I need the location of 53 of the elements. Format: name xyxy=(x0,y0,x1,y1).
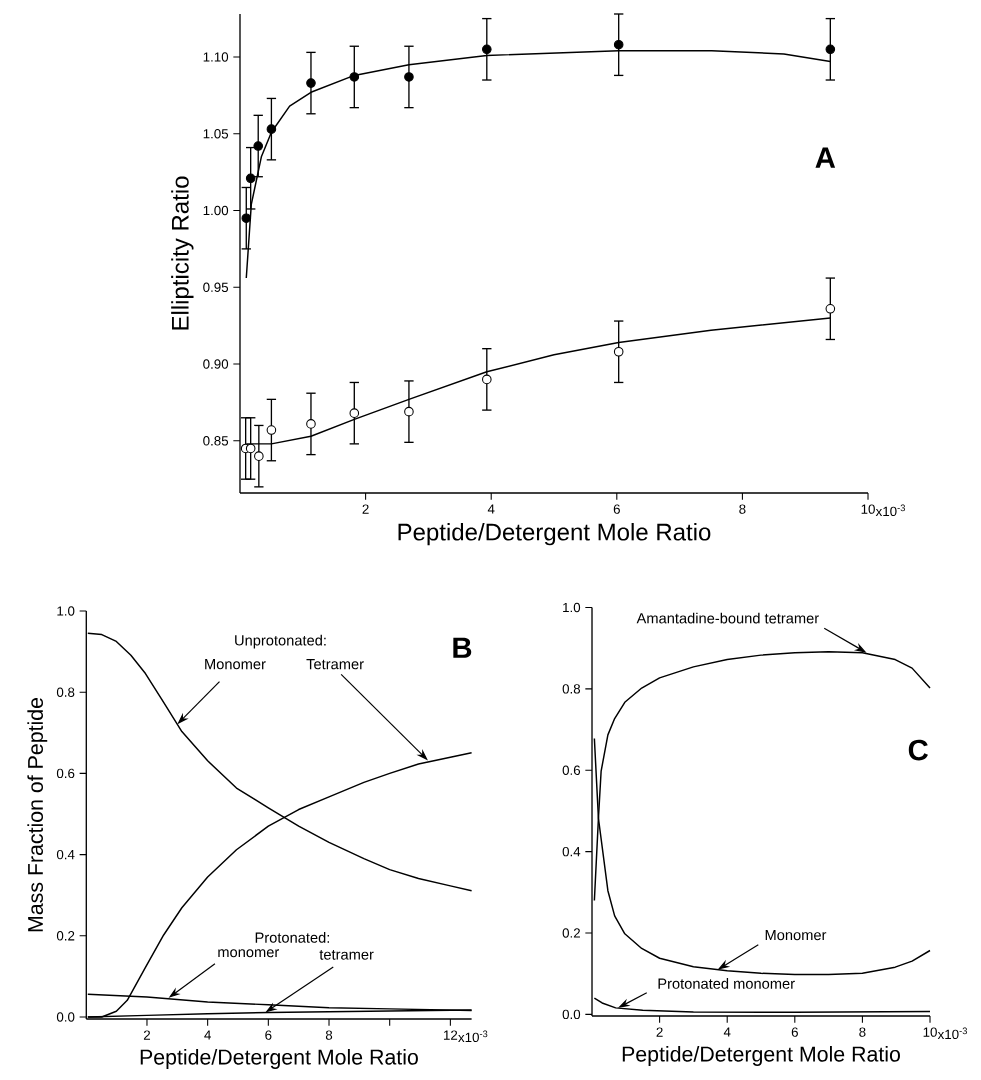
x-tick-label: 2 xyxy=(656,1027,663,1037)
x-tick-label: 4 xyxy=(487,504,495,514)
x-axis-title: Peptide/Detergent Mole Ratio xyxy=(622,1045,900,1066)
text: x10$^{-3}$ xyxy=(458,1030,488,1043)
text: x10$^{-3}$ xyxy=(875,504,905,517)
y-tick-label: 0.90 xyxy=(203,359,229,369)
x-tick-label: 6 xyxy=(791,1027,798,1037)
x-tick-label: 10 xyxy=(923,1027,937,1037)
text: x10$^{-3}$ xyxy=(937,1027,967,1040)
y-tick-label: 0.0 xyxy=(562,1009,581,1020)
x-tick-label: 12 xyxy=(443,1030,458,1040)
y-axis-title: Ellipticity Ratio xyxy=(171,176,194,330)
y-tick-label: 0.2 xyxy=(562,928,580,938)
x-axis-title: Peptide/Detergent Mole Ratio xyxy=(140,1048,418,1069)
x-tick-label: 4 xyxy=(723,1027,731,1037)
y-tick-label: 0.6 xyxy=(56,768,75,779)
x-tick-label: 2 xyxy=(362,504,369,514)
annotation: Amantadine-bound tetramer xyxy=(636,612,819,624)
y-tick-label: 0.8 xyxy=(562,684,581,694)
y-tick-label: 0.95 xyxy=(203,282,229,292)
annotation: tetramer xyxy=(319,950,374,960)
annotation: Tetramer xyxy=(306,659,364,670)
y-tick-label: 1.0 xyxy=(57,606,75,616)
annotation: C xyxy=(908,739,928,761)
annotation: monomer xyxy=(218,949,280,958)
annotation: Unprotonated: xyxy=(235,634,326,649)
y-tick-label: 0.8 xyxy=(56,687,75,697)
y-tick-label: 1.05 xyxy=(203,129,229,139)
annotation: Monomer xyxy=(765,929,827,941)
x-tick-label: 8 xyxy=(859,1027,866,1037)
annotation: B xyxy=(453,637,472,658)
x-tick-label: 4 xyxy=(204,1030,211,1040)
y-tick-label: 1.00 xyxy=(203,205,229,216)
y-tick-label: 0.4 xyxy=(56,849,75,860)
y-tick-label: 0.6 xyxy=(562,765,581,775)
x-tick-label: 8 xyxy=(325,1030,333,1040)
y-tick-label: 0.2 xyxy=(56,931,75,941)
x-tick-label: 6 xyxy=(265,1030,272,1040)
x-tick-label: 2 xyxy=(143,1030,151,1040)
x-tick-label: 6 xyxy=(613,504,620,514)
annotation: Protonated monomer xyxy=(658,978,795,989)
x-tick-label: 10 xyxy=(861,504,875,514)
annotation: Protonated: xyxy=(255,932,330,943)
annotation: Monomer xyxy=(205,659,266,670)
y-tick-label: 1.10 xyxy=(203,52,229,62)
x-tick-label: 8 xyxy=(739,504,746,514)
y-axis-title: Mass Fraction of Peptide xyxy=(27,698,48,932)
y-tick-label: 0.85 xyxy=(203,436,229,446)
y-tick-label: 1.0 xyxy=(563,602,581,613)
y-tick-label: 0.4 xyxy=(562,846,581,857)
y-tick-label: 0.0 xyxy=(56,1012,75,1022)
x-axis-title: Peptide/Detergent Mole Ratio xyxy=(398,522,711,546)
annotation: A xyxy=(815,147,836,168)
